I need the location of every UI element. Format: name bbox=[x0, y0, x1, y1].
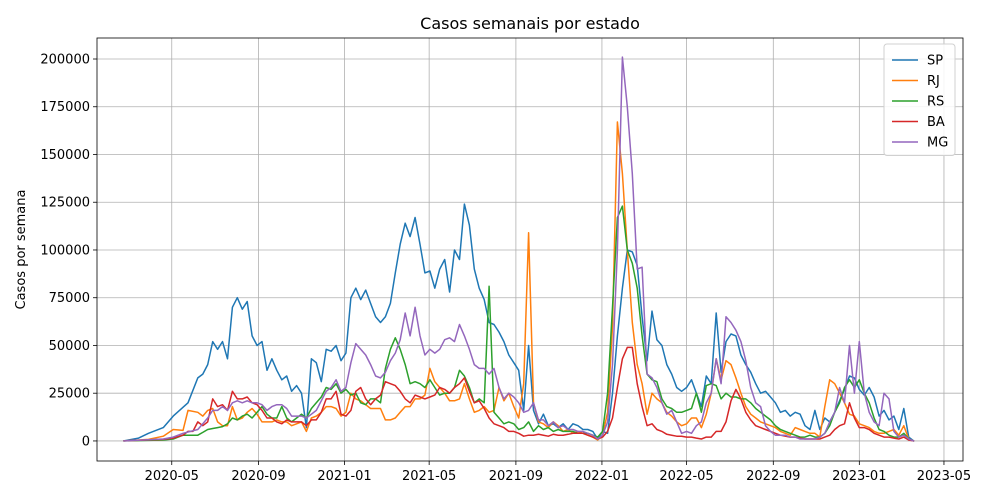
x-tick-label: 2021-05 bbox=[402, 469, 456, 484]
x-tick-label: 2023-01 bbox=[832, 469, 886, 484]
x-tick-label: 2020-09 bbox=[231, 469, 285, 484]
legend-label-rs: RS bbox=[927, 95, 944, 110]
x-tick-label: 2022-01 bbox=[575, 469, 629, 484]
x-tick-label: 2023-05 bbox=[917, 469, 971, 484]
x-tick-label: 2022-05 bbox=[659, 469, 713, 484]
x-tick-label: 2021-01 bbox=[317, 469, 371, 484]
x-axis: 2020-05 2020-09 2021-01 2021-05 2021-09 2022-… bbox=[145, 461, 971, 484]
y-tick-label: 150000 bbox=[40, 148, 90, 163]
y-axis: 0 25000 50000 75000 100000 125000 150000 175000… bbox=[40, 53, 97, 449]
y-tick-label: 25000 bbox=[49, 387, 90, 402]
chart-title: Casos semanais por estado bbox=[420, 14, 640, 33]
y-tick-label: 200000 bbox=[40, 53, 90, 68]
y-tick-label: 125000 bbox=[40, 196, 90, 211]
y-tick-label: 50000 bbox=[49, 339, 90, 354]
grid bbox=[97, 38, 963, 461]
y-tick-label: 0 bbox=[82, 434, 90, 449]
legend-box bbox=[883, 43, 956, 156]
series-lines bbox=[123, 56, 915, 442]
x-tick-label: 2022-09 bbox=[746, 469, 800, 484]
plot-area bbox=[96, 37, 964, 462]
x-tick-label: 2021-09 bbox=[489, 469, 543, 484]
y-axis-title: Casos por semana bbox=[14, 190, 29, 310]
y-tick-label: 75000 bbox=[49, 291, 90, 306]
y-tick-label: 175000 bbox=[40, 100, 90, 115]
legend-label-ba: BA bbox=[927, 115, 945, 130]
legend: SP RJ RS BA MG bbox=[883, 43, 956, 156]
series-line-mg bbox=[123, 56, 915, 442]
legend-label-sp: SP bbox=[927, 54, 943, 69]
series-line-rs bbox=[123, 205, 915, 442]
series-line-rj bbox=[123, 121, 915, 442]
legend-label-mg: MG bbox=[927, 136, 948, 151]
legend-label-rj: RJ bbox=[927, 74, 940, 89]
y-tick-label: 100000 bbox=[40, 243, 90, 258]
x-tick-label: 2020-05 bbox=[145, 469, 199, 484]
series-line-sp bbox=[123, 203, 915, 442]
